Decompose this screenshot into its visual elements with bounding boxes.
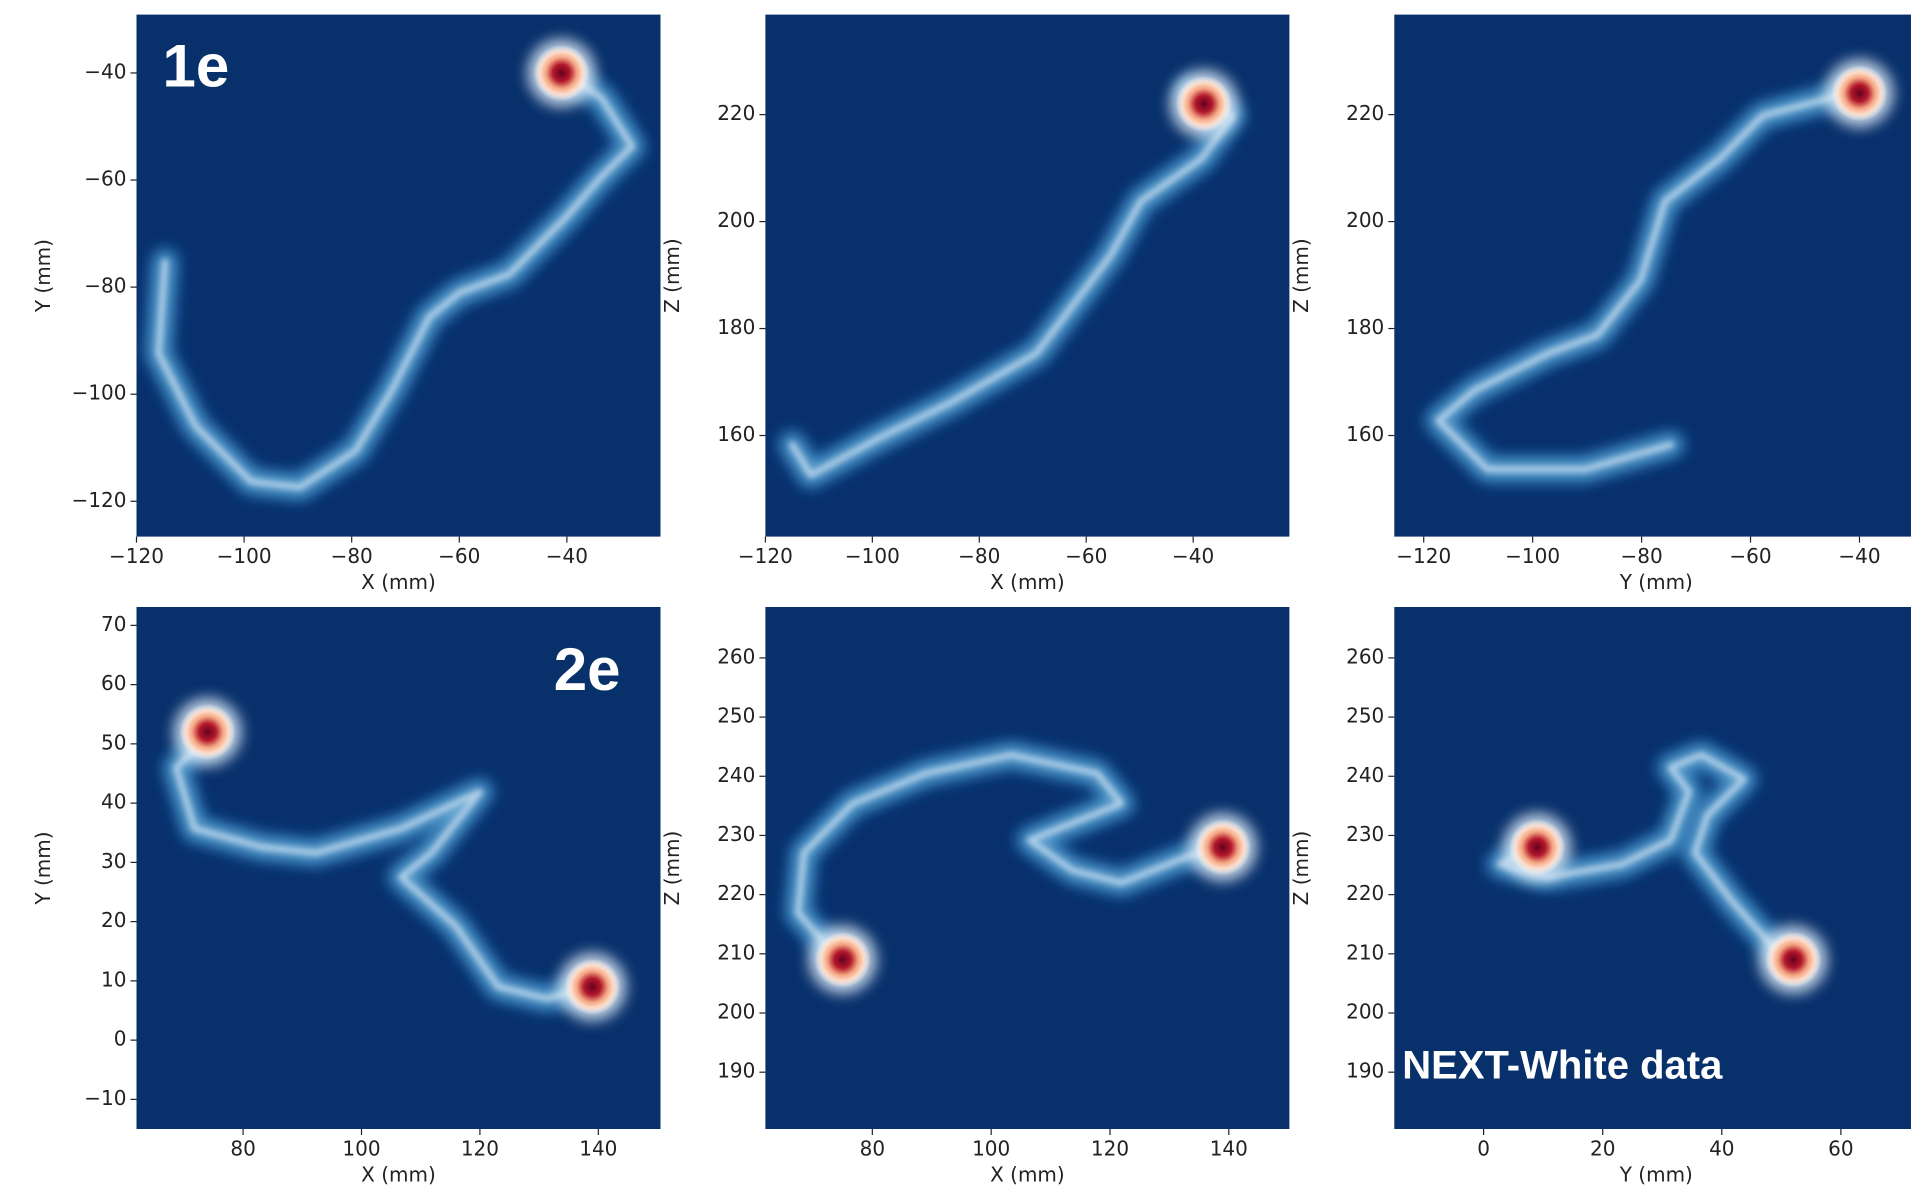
x-tick-label: 20 bbox=[1590, 1137, 1615, 1161]
x-tick-label: −100 bbox=[217, 544, 272, 568]
y-tick-label: 200 bbox=[717, 1000, 755, 1024]
y-tick-label: −40 bbox=[84, 59, 126, 83]
y-axis-label: Z (mm) bbox=[660, 238, 684, 313]
x-axis-label: X (mm) bbox=[990, 570, 1065, 594]
y-tick-label: 190 bbox=[717, 1059, 755, 1083]
y-tick-label: 70 bbox=[101, 612, 126, 636]
panel: 0 20 40 60 260 250 240 230 220 210 200 190 Y (mm) Z (… bbox=[1289, 607, 1911, 1187]
peak bbox=[815, 932, 871, 988]
annotation: NEXT-White data bbox=[1402, 1044, 1723, 1088]
y-axis-label: Z (mm) bbox=[1289, 831, 1313, 906]
y-tick-label: 60 bbox=[101, 671, 126, 695]
x-tick-label: 100 bbox=[342, 1137, 380, 1161]
y-tick-label: 220 bbox=[717, 101, 755, 125]
y-tick-label: 20 bbox=[101, 908, 126, 932]
x-axis-label: X (mm) bbox=[990, 1163, 1065, 1187]
y-tick-label: 220 bbox=[1346, 101, 1384, 125]
x-tick-label: −100 bbox=[1505, 544, 1560, 568]
peak bbox=[564, 959, 620, 1015]
x-tick-label: −80 bbox=[958, 544, 1000, 568]
y-tick-label: 230 bbox=[1346, 822, 1384, 846]
y-tick-label: 250 bbox=[1346, 704, 1384, 728]
annotation: 2e bbox=[554, 636, 621, 703]
y-tick-label: 240 bbox=[1346, 763, 1384, 787]
y-tick-label: −100 bbox=[72, 381, 127, 405]
peak bbox=[1765, 932, 1821, 988]
page: {"chart_data": [ {"type": "track", "anno… bbox=[0, 0, 1911, 1188]
y-tick-label: 200 bbox=[1346, 1000, 1384, 1024]
y-tick-label: −80 bbox=[84, 274, 126, 298]
x-tick-label: −100 bbox=[845, 544, 900, 568]
y-tick-label: −60 bbox=[84, 167, 126, 191]
y-tick-label: 160 bbox=[717, 422, 755, 446]
y-tick-label: 200 bbox=[717, 208, 755, 232]
x-tick-label: 40 bbox=[1709, 1137, 1734, 1161]
figure: −120−100−80−60−40−40−60−80−100−120X (mm)… bbox=[0, 0, 1911, 1188]
y-tick-label: 230 bbox=[717, 822, 755, 846]
peak bbox=[534, 45, 590, 101]
x-axis-label: X (mm) bbox=[361, 1163, 436, 1187]
y-axis-label: Z (mm) bbox=[1289, 238, 1313, 313]
x-tick-label: −60 bbox=[1065, 544, 1107, 568]
y-tick-label: 160 bbox=[1346, 422, 1384, 446]
y-tick-label: 220 bbox=[1346, 881, 1384, 905]
y-tick-label: 260 bbox=[717, 644, 755, 668]
x-tick-label: −60 bbox=[438, 544, 480, 568]
y-tick-label: 50 bbox=[101, 730, 126, 754]
annotation: 1e bbox=[163, 32, 230, 99]
y-tick-label: 260 bbox=[1346, 644, 1384, 668]
x-tick-label: −60 bbox=[1729, 544, 1771, 568]
x-tick-label: −120 bbox=[1396, 544, 1451, 568]
panel: −120 −100 −80 −60 −40 220 200 180 160 Y (mm) Z (mm… bbox=[1289, 15, 1911, 595]
x-tick-label: 140 bbox=[579, 1137, 617, 1161]
y-tick-label: 210 bbox=[717, 940, 755, 964]
y-tick-label: 190 bbox=[1346, 1059, 1384, 1083]
y-tick-label: 180 bbox=[1346, 315, 1384, 339]
y-axis-label: Y (mm) bbox=[31, 831, 55, 905]
x-tick-label: 100 bbox=[972, 1137, 1010, 1161]
x-tick-label: 80 bbox=[860, 1137, 885, 1161]
peak bbox=[1509, 819, 1565, 875]
y-tick-label: 220 bbox=[717, 881, 755, 905]
x-tick-label: −80 bbox=[1620, 544, 1662, 568]
y-tick-label: 40 bbox=[101, 790, 126, 814]
peak bbox=[180, 704, 236, 760]
y-tick-label: −10 bbox=[84, 1086, 126, 1110]
peak bbox=[1176, 76, 1232, 132]
y-axis-label: Y (mm) bbox=[31, 239, 55, 313]
x-tick-label: 120 bbox=[461, 1137, 499, 1161]
y-tick-label: −120 bbox=[72, 488, 127, 512]
y-tick-label: 0 bbox=[114, 1027, 127, 1051]
x-tick-label: −40 bbox=[546, 544, 588, 568]
panel: 80 100 120 140 260 250 240 230 220 210 200 190 X (mm… bbox=[660, 607, 1290, 1187]
peak bbox=[1831, 65, 1887, 121]
x-axis-label: Y (mm) bbox=[1619, 570, 1693, 594]
y-axis-label: Z (mm) bbox=[660, 831, 684, 906]
x-tick-label: 140 bbox=[1210, 1137, 1248, 1161]
y-tick-label: 200 bbox=[1346, 208, 1384, 232]
x-tick-label: 120 bbox=[1091, 1137, 1129, 1161]
x-tick-label: −40 bbox=[1172, 544, 1214, 568]
panel: −120 −100 −80 −60 −40 220 200 180 160 X (mm) Z (mm… bbox=[660, 15, 1290, 595]
x-tick-label: 80 bbox=[230, 1137, 255, 1161]
x-tick-label: −120 bbox=[738, 544, 793, 568]
x-tick-label: −120 bbox=[109, 544, 164, 568]
y-tick-label: 180 bbox=[717, 315, 755, 339]
y-tick-label: 210 bbox=[1346, 940, 1384, 964]
x-axis-label: Y (mm) bbox=[1619, 1163, 1693, 1187]
panel: −120 −100 −80 −60 −40 −40 −60 −80 −100 −120 X (mm)… bbox=[31, 15, 661, 595]
y-tick-label: 240 bbox=[717, 763, 755, 787]
peak bbox=[1195, 819, 1251, 875]
x-tick-label: −40 bbox=[1838, 544, 1880, 568]
x-tick-label: 60 bbox=[1828, 1137, 1853, 1161]
x-tick-label: 0 bbox=[1477, 1137, 1490, 1161]
y-tick-label: 250 bbox=[717, 704, 755, 728]
y-tick-label: 10 bbox=[101, 967, 126, 991]
y-tick-label: 30 bbox=[101, 849, 126, 873]
x-axis-label: X (mm) bbox=[361, 570, 436, 594]
x-tick-label: −80 bbox=[331, 544, 373, 568]
